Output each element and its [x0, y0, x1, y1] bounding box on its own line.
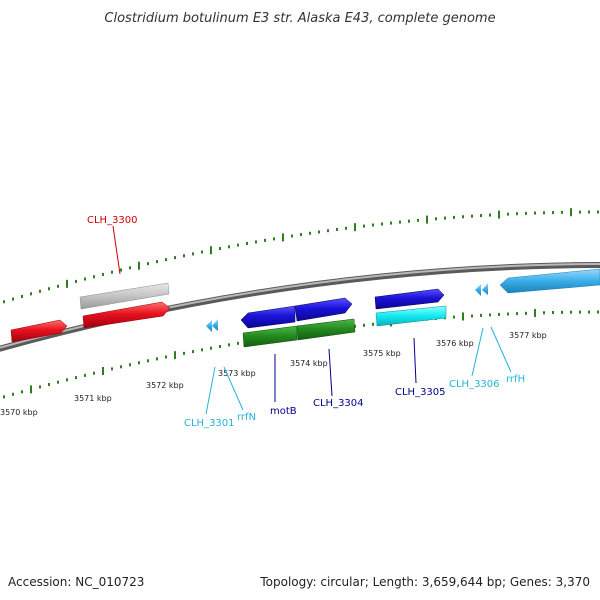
gene-clh-3305-arrow[interactable]: [374, 288, 445, 310]
label-rrfh[interactable]: rrfH: [506, 374, 525, 385]
leader-clh-3304: [328, 348, 333, 397]
scale-label: 3572 kbp: [146, 381, 184, 390]
label-clh-3301[interactable]: CLH_3301: [184, 418, 235, 429]
leader-clh-3306: [471, 327, 484, 377]
scale-labels: 3570 kbp 3571 kbp 3572 kbp 3573 kbp 3574…: [0, 331, 547, 417]
accession-text: Accession: NC_010723: [8, 575, 144, 589]
gene-clh-3300-arrow[interactable]: [82, 301, 171, 329]
gene-green-block-1[interactable]: [242, 325, 298, 348]
label-clh-3306[interactable]: CLH_3306: [449, 379, 500, 390]
gene-red-arrow-left[interactable]: [10, 319, 68, 343]
gene-cyan-block[interactable]: [375, 305, 447, 327]
genome-summary-text: Topology: circular; Length: 3,659,644 bp…: [259, 575, 590, 589]
leader-rrfn: [223, 366, 244, 411]
gene-large-blue-arrow[interactable]: [499, 268, 600, 294]
genome-backbone-highlight: [0, 263, 600, 349]
scale-label: 3575 kbp: [363, 349, 401, 358]
outer-scale-ticks: [3, 208, 599, 304]
label-motb[interactable]: motB: [270, 406, 297, 417]
gene-clh-3306-arrow[interactable]: [475, 284, 481, 296]
gene-clh-3304-block[interactable]: [296, 318, 356, 341]
scale-label: 3570 kbp: [0, 408, 38, 417]
label-clh-3305[interactable]: CLH_3305: [395, 387, 446, 398]
scale-label: 3573 kbp: [218, 369, 256, 378]
gene-gray-arrow[interactable]: [79, 282, 170, 310]
map-title: Clostridium botulinum E3 str. Alaska E43…: [104, 11, 495, 26]
genome-backbone-line: [0, 262, 600, 352]
gene-rrfh-arrow[interactable]: [482, 283, 488, 295]
gene-labels: CLH_3300 CLH_3301 rrfN motB CLH_3304 CLH…: [87, 215, 525, 429]
label-rrfn[interactable]: rrfN: [237, 412, 256, 423]
leader-rrfh: [490, 326, 512, 373]
scale-label: 3576 kbp: [436, 339, 474, 348]
gene-motb-arrow[interactable]: [240, 305, 296, 329]
label-clh-3304[interactable]: CLH_3304: [313, 398, 364, 409]
gene-blue-arrow-2[interactable]: [294, 297, 353, 322]
label-leader-lines: [112, 225, 512, 415]
gene-rrfn-arrow[interactable]: [206, 320, 212, 332]
scale-label: 3571 kbp: [74, 394, 112, 403]
gene-clh-3301-arrow[interactable]: [212, 319, 218, 331]
scale-label: 3577 kbp: [509, 331, 547, 340]
leader-clh-3305: [413, 337, 417, 384]
label-clh-3300[interactable]: CLH_3300: [87, 215, 138, 226]
leader-clh-3300: [112, 225, 121, 275]
scale-label: 3574 kbp: [290, 359, 328, 368]
leader-clh-3301: [205, 366, 216, 415]
